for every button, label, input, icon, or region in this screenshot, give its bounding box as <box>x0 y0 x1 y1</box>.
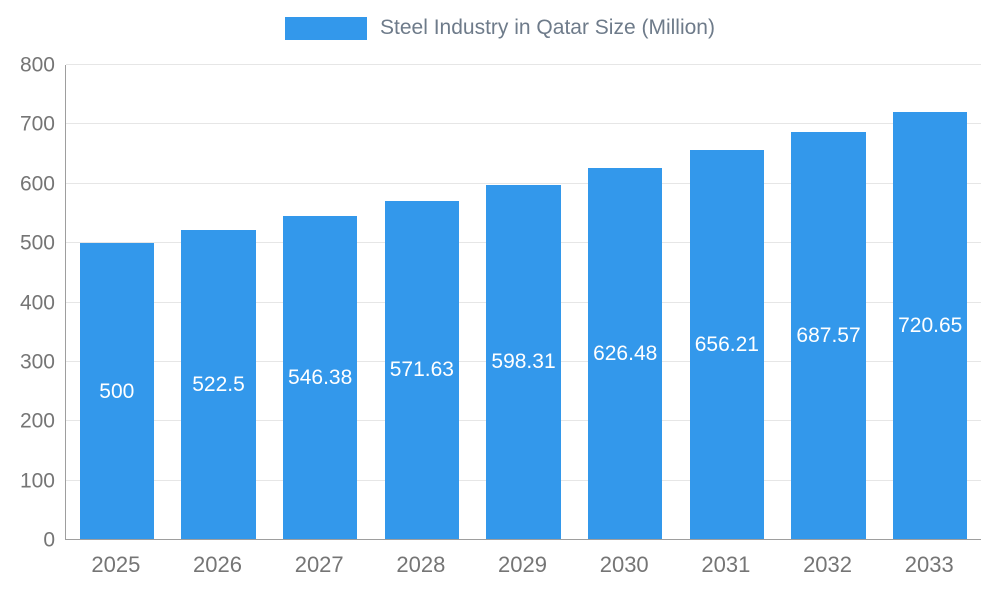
y-tick-label-700: 700 <box>19 112 55 136</box>
bars-row: 500 522.5 546.38 571.63 598.31 626.48 656.21 68… <box>66 65 981 540</box>
gridline-700 <box>66 123 981 125</box>
legend-swatch-icon <box>285 16 368 40</box>
bar-2033[interactable]: 720.65 <box>893 112 968 540</box>
bar-2027[interactable]: 546.38 <box>283 215 358 540</box>
bar-2025[interactable]: 500 <box>79 243 154 540</box>
bar-group-2031: 656.21 <box>676 65 778 540</box>
x-tick-label-2031: 2031 <box>701 552 751 577</box>
x-tick-label-2025: 2025 <box>91 552 141 577</box>
bar-2031[interactable]: 656.21 <box>689 150 764 540</box>
bar-group-2032: 687.57 <box>778 65 880 540</box>
y-tick-label-200: 200 <box>19 409 55 433</box>
x-axis: 2025 2026 2027 2028 2029 2030 2031 2032 2033 <box>65 552 980 578</box>
y-tick-label-0: 0 <box>43 528 55 552</box>
bar-group-2033: 720.65 <box>879 65 981 540</box>
x-tick-label-2026: 2026 <box>193 552 242 577</box>
gridline-800 <box>66 64 981 65</box>
legend-label: Steel Industry in Qatar Size (Million) <box>380 16 715 39</box>
bar-group-2030: 626.48 <box>574 65 676 540</box>
bar-value-label-2025: 500 <box>99 379 135 403</box>
bar-value-label-2026: 522.5 <box>192 372 245 396</box>
bar-group-2027: 546.38 <box>269 65 371 540</box>
y-tick-label-100: 100 <box>19 469 55 493</box>
y-axis: 0 100 200 300 400 500 600 700 800 <box>0 55 55 551</box>
x-tick-label-2028: 2028 <box>396 552 446 577</box>
gridline-600 <box>66 182 981 184</box>
y-tick-label-800: 800 <box>19 53 55 77</box>
bar-group-2026: 522.5 <box>168 65 270 540</box>
bar-2030[interactable]: 626.48 <box>588 168 663 540</box>
bar-2029[interactable]: 598.31 <box>486 184 561 540</box>
bar-value-label-2032: 687.57 <box>796 323 861 347</box>
bar-value-label-2030: 626.48 <box>593 342 658 366</box>
bar-value-label-2033: 720.65 <box>898 314 963 338</box>
bar-group-2025: 500 <box>66 65 168 540</box>
gridline-0 <box>66 539 981 540</box>
bar-value-label-2029: 598.31 <box>491 350 556 374</box>
bar-2026[interactable]: 522.5 <box>181 229 256 540</box>
x-tick-label-2033: 2033 <box>904 552 954 577</box>
y-tick-label-300: 300 <box>19 350 55 374</box>
bar-group-2029: 598.31 <box>473 65 575 540</box>
x-tick-label-2032: 2032 <box>803 552 853 577</box>
y-tick-label-600: 600 <box>19 172 55 196</box>
x-tick-label-2027: 2027 <box>294 552 344 577</box>
bar-group-2028: 571.63 <box>371 65 473 540</box>
chart-legend[interactable]: Steel Industry in Qatar Size (Million) <box>0 16 1000 40</box>
y-tick-label-500: 500 <box>19 231 55 255</box>
bar-2028[interactable]: 571.63 <box>384 200 459 540</box>
x-tick-label-2029: 2029 <box>498 552 547 577</box>
bar-2032[interactable]: 687.57 <box>791 131 866 540</box>
x-tick-label-2030: 2030 <box>599 552 649 577</box>
bar-value-label-2028: 571.63 <box>389 358 454 382</box>
bar-value-label-2027: 546.38 <box>288 365 353 389</box>
bar-value-label-2031: 656.21 <box>694 333 759 357</box>
y-tick-label-400: 400 <box>19 291 55 314</box>
plot-area: 500 522.5 546.38 571.63 598.31 626.48 656.21 68… <box>65 64 981 540</box>
